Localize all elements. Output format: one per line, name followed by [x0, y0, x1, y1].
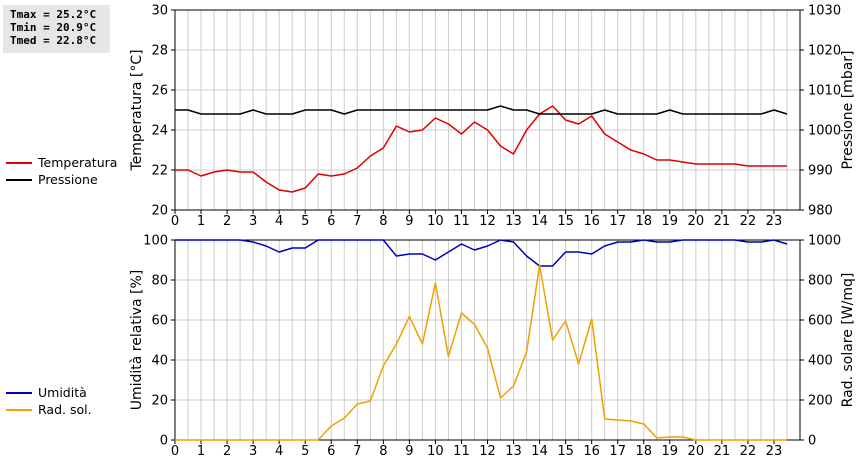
- x-tick-label: 22: [740, 214, 757, 229]
- x-tick-label: 15: [557, 214, 574, 229]
- y2-tick-label: 990: [808, 164, 833, 179]
- y-tick-label: 26: [151, 84, 168, 99]
- y-tick-label: 24: [151, 124, 168, 139]
- x-tick-label: 18: [635, 214, 652, 229]
- x-tick-label: 17: [609, 444, 626, 459]
- stats-box: Tmax = 25.2°C Tmin = 20.9°C Tmed = 22.8°…: [3, 5, 110, 53]
- legend-item-temperatura: Temperatura: [6, 155, 117, 170]
- y2-tick-label: 200: [808, 394, 833, 409]
- series-line-pressione: [175, 105, 788, 115]
- x-tick-label: 6: [327, 214, 335, 229]
- x-tick-label: 6: [327, 444, 335, 459]
- y2-axis-label: Pressione [mbar]: [840, 50, 856, 169]
- y-tick-label: 80: [151, 274, 168, 289]
- x-tick-label: 1: [197, 214, 205, 229]
- y-tick-label: 22: [151, 164, 168, 179]
- y2-tick-label: 1000: [808, 124, 841, 139]
- x-tick-label: 20: [688, 444, 705, 459]
- x-tick-label: 8: [379, 444, 387, 459]
- y-tick-label: 40: [151, 354, 168, 369]
- y2-tick-label: 1010: [808, 84, 841, 99]
- series-line-rad-sol: [175, 264, 787, 441]
- series-line-umidit: [175, 239, 788, 267]
- x-tick-label: 9: [405, 444, 413, 459]
- x-tick-label: 0: [171, 444, 179, 459]
- x-tick-label: 4: [275, 444, 283, 459]
- x-tick-label: 15: [557, 444, 574, 459]
- x-tick-label: 21: [714, 444, 731, 459]
- legend-swatch-rad-sol: [6, 408, 32, 411]
- panel-humidity-radiation: 0 1 2 3 4 5 6 7 8 9 10 11 12 13 14 15 16 17 18 19 20 21 22 2302…: [129, 234, 856, 460]
- x-tick-label: 8: [379, 214, 387, 229]
- stat-tmin: Tmin = 20.9°C: [10, 21, 97, 34]
- y2-axis-label: Rad. solare [W/mq]: [840, 273, 856, 408]
- y2-tick-label: 400: [808, 354, 833, 369]
- x-tick-label: 19: [662, 214, 679, 229]
- legend-label-umidita: Umidità: [38, 385, 87, 400]
- x-tick-label: 21: [714, 214, 731, 229]
- legend-label-pressione: Pressione: [38, 172, 98, 187]
- x-tick-label: 7: [353, 444, 361, 459]
- x-tick-label: 3: [249, 444, 257, 459]
- x-tick-label: 11: [453, 444, 470, 459]
- x-tick-label: 5: [301, 444, 309, 459]
- stat-tmax: Tmax = 25.2°C: [10, 8, 97, 21]
- y2-tick-label: 800: [808, 274, 833, 289]
- x-tick-label: 20: [688, 214, 705, 229]
- legend-item-rad-sol: Rad. sol.: [6, 402, 92, 417]
- y-tick-label: 0: [160, 434, 168, 449]
- y2-tick-label: 980: [808, 204, 833, 219]
- legend-label-temperatura: Temperatura: [38, 155, 118, 170]
- x-tick-label: 13: [505, 214, 522, 229]
- x-tick-label: 2: [223, 444, 231, 459]
- series-line-temperatura: [175, 105, 787, 193]
- x-tick-label: 11: [453, 214, 470, 229]
- legend-swatch-pressione: [6, 178, 32, 181]
- x-tick-label: 22: [740, 444, 757, 459]
- y-axis-label: Temperatura [°C]: [129, 49, 145, 171]
- x-tick-label: 19: [662, 444, 679, 459]
- x-tick-label: 23: [766, 214, 783, 229]
- legend-swatch-umidita: [6, 391, 32, 394]
- x-tick-label: 0: [171, 214, 179, 229]
- x-tick-label: 14: [531, 444, 548, 459]
- y2-tick-label: 1030: [808, 4, 841, 19]
- legend-swatch-temperatura: [6, 161, 32, 164]
- x-tick-label: 4: [275, 214, 283, 229]
- y2-tick-label: 0: [808, 434, 816, 449]
- legend-item-umidita: Umidità: [6, 385, 87, 400]
- y2-tick-label: 1020: [808, 44, 841, 59]
- x-tick-label: 18: [635, 444, 652, 459]
- y2-tick-label: 600: [808, 314, 833, 329]
- x-tick-label: 16: [583, 444, 600, 459]
- x-tick-label: 10: [427, 214, 444, 229]
- x-tick-label: 14: [531, 214, 548, 229]
- x-tick-label: 5: [301, 214, 309, 229]
- y-tick-label: 20: [151, 204, 168, 219]
- x-tick-label: 12: [479, 214, 496, 229]
- x-tick-label: 9: [405, 214, 413, 229]
- x-tick-label: 12: [479, 444, 496, 459]
- y-tick-label: 100: [143, 234, 168, 249]
- x-tick-label: 2: [223, 214, 231, 229]
- stat-tmed: Tmed = 22.8°C: [10, 34, 97, 47]
- y-tick-label: 60: [151, 314, 168, 329]
- y-tick-label: 20: [151, 394, 168, 409]
- x-tick-label: 17: [609, 214, 626, 229]
- legend-label-rad-sol: Rad. sol.: [38, 402, 92, 417]
- x-tick-label: 7: [353, 214, 361, 229]
- x-tick-label: 23: [766, 444, 783, 459]
- y-tick-label: 30: [151, 4, 168, 19]
- panel-temperature-pressure: 0 1 2 3 4 5 6 7 8 9 10 11 12 13 14 15 16 17 18 19 20 21 22 2320…: [129, 4, 856, 230]
- y2-tick-label: 1000: [808, 234, 841, 249]
- y-tick-label: 28: [151, 44, 168, 59]
- x-tick-label: 1: [197, 444, 205, 459]
- y-axis-label: Umidità relativa [%]: [129, 270, 145, 411]
- x-tick-label: 16: [583, 214, 600, 229]
- x-tick-label: 13: [505, 444, 522, 459]
- legend-item-pressione: Pressione: [6, 172, 98, 187]
- x-tick-label: 3: [249, 214, 257, 229]
- x-tick-label: 10: [427, 444, 444, 459]
